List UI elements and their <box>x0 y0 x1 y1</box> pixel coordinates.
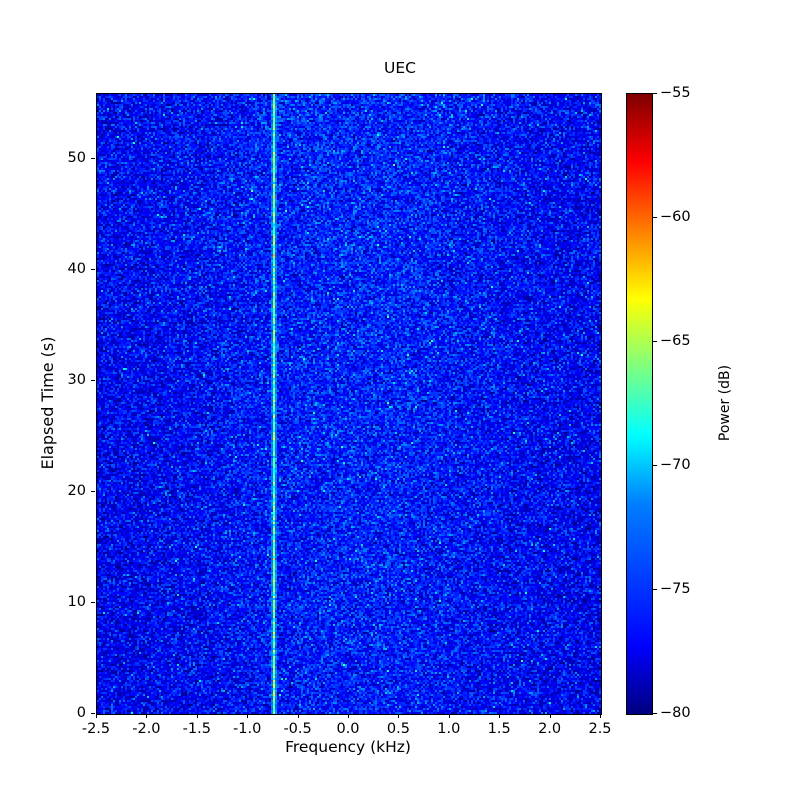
x-tick-mark <box>146 714 148 718</box>
colorbar-tick-mark <box>653 217 657 218</box>
colorbar-tick-label: −70 <box>660 457 691 473</box>
x-tick-label: 1.0 <box>437 721 461 737</box>
y-axis-label: Elapsed Time (s) <box>38 336 57 470</box>
y-tick-mark <box>91 269 95 271</box>
y-tick-mark <box>91 713 95 714</box>
x-tick-mark <box>448 714 450 718</box>
x-tick-label: -1.0 <box>233 721 262 737</box>
y-tick-label: 0 <box>76 705 86 721</box>
x-tick-label: -2.5 <box>81 721 111 737</box>
colorbar-tick-label: −60 <box>660 209 691 225</box>
y-tick-label: 30 <box>67 372 86 389</box>
y-tick-label: 50 <box>67 150 86 167</box>
x-tick-label: -1.5 <box>182 721 211 737</box>
colorbar-tick-label: −55 <box>660 85 691 101</box>
colorbar-tick-mark <box>653 465 657 466</box>
x-tick-mark <box>600 714 601 718</box>
x-tick-label: 0.5 <box>386 721 410 737</box>
colorbar-tick-label: −65 <box>660 333 691 349</box>
x-tick-mark <box>96 714 97 718</box>
x-tick-label: 2.0 <box>538 721 562 737</box>
x-tick-mark <box>247 714 249 718</box>
x-tick-label: -2.0 <box>132 721 161 737</box>
colorbar-tick-mark <box>653 713 657 714</box>
y-tick-label: 20 <box>67 483 86 500</box>
colorbar[interactable] <box>626 93 653 715</box>
x-tick-label: 0.0 <box>336 721 360 737</box>
y-tick-mark <box>91 380 95 382</box>
x-tick-mark <box>499 714 501 718</box>
x-tick-mark <box>398 714 400 718</box>
x-tick-label: 1.5 <box>487 721 511 737</box>
x-tick-mark <box>348 714 349 718</box>
x-tick-label: 2.5 <box>588 721 612 737</box>
colorbar-tick-mark <box>653 341 657 342</box>
colorbar-label: Power (dB) <box>717 364 733 442</box>
y-tick-mark <box>91 158 95 160</box>
y-tick-label: 10 <box>67 594 86 611</box>
x-tick-mark <box>297 714 299 718</box>
colorbar-tick-label: −80 <box>660 705 691 721</box>
y-tick-mark <box>91 602 95 604</box>
spectrogram-image <box>97 94 601 714</box>
x-tick-label: -0.5 <box>283 721 312 737</box>
y-tick-mark <box>91 491 95 493</box>
x-axis-label: Frequency (kHz) <box>285 738 411 756</box>
colorbar-tick-label: −75 <box>660 581 691 597</box>
x-tick-mark <box>549 714 551 718</box>
spectrogram-plot-area[interactable] <box>96 93 602 715</box>
plot-title: UEC <box>384 59 416 77</box>
colorbar-tick-mark <box>653 93 657 94</box>
colorbar-tick-mark <box>653 589 657 590</box>
y-tick-label: 40 <box>67 261 86 278</box>
x-tick-mark <box>196 714 198 718</box>
